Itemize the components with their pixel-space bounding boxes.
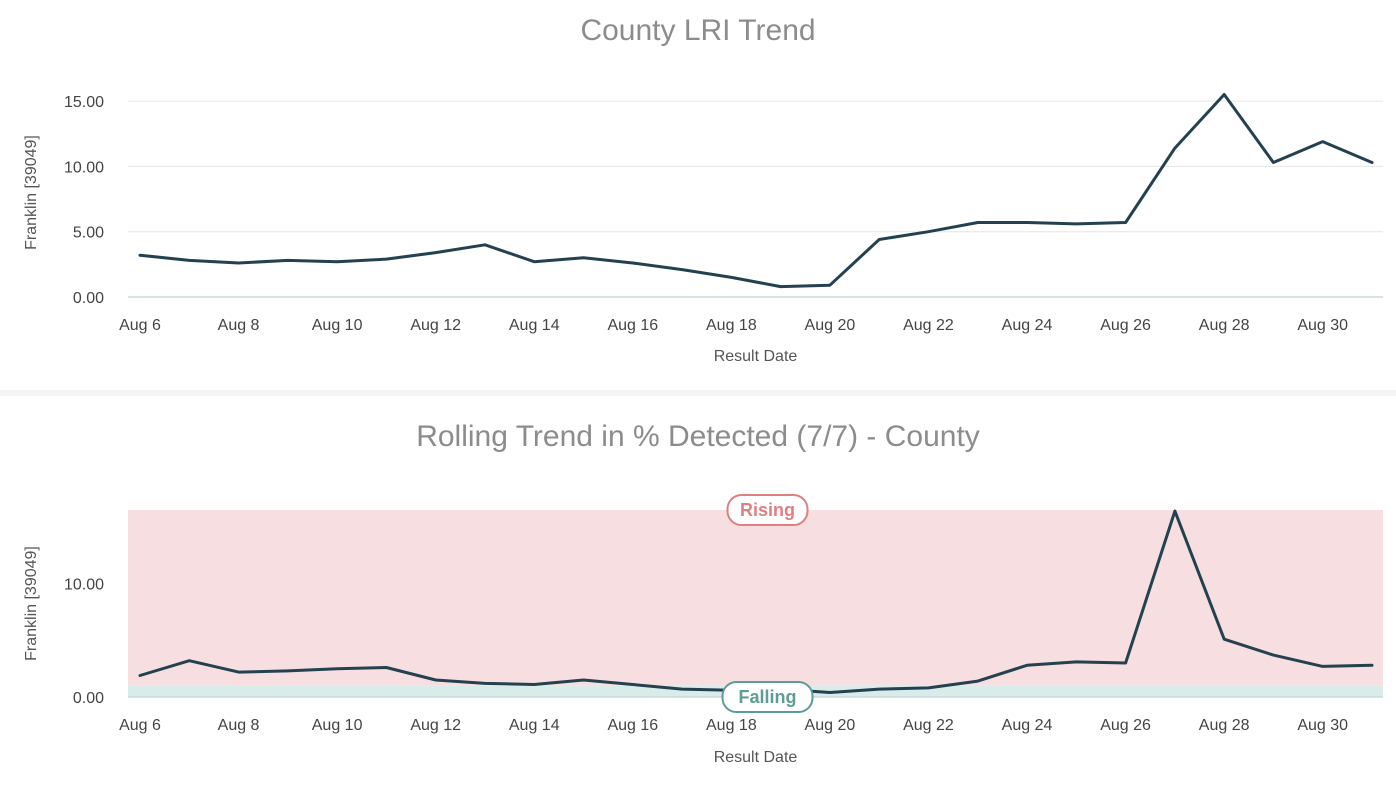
band-label-rising: Rising xyxy=(726,494,809,526)
x-tick-label: Aug 12 xyxy=(410,317,461,334)
x-tick-label: Aug 20 xyxy=(805,317,856,334)
x-axis-title: Result Date xyxy=(714,348,798,365)
y-tick-label: 5.00 xyxy=(73,225,104,242)
x-tick-label: Aug 26 xyxy=(1100,317,1151,334)
x-tick-label: Aug 28 xyxy=(1199,717,1250,734)
x-tick-label: Aug 22 xyxy=(903,717,954,734)
series-line xyxy=(138,93,1374,289)
x-tick-label: Aug 10 xyxy=(312,317,363,334)
x-tick-label: Aug 28 xyxy=(1199,317,1250,334)
x-tick-label: Aug 6 xyxy=(119,717,161,734)
x-tick-label: Aug 14 xyxy=(509,717,560,734)
y-tick-label: 10.00 xyxy=(64,577,104,594)
y-tick-label: 0.00 xyxy=(73,290,104,307)
x-axis-title: Result Date xyxy=(714,749,798,766)
x-tick-label: Aug 18 xyxy=(706,717,757,734)
y-tick-label: 0.00 xyxy=(73,690,104,707)
x-tick-label: Aug 8 xyxy=(218,317,260,334)
x-tick-label: Aug 18 xyxy=(706,317,757,334)
svg-text:Rising: Rising xyxy=(740,500,795,520)
rolling-trend-chart: 0.00 10.00 Aug 6 Aug 8 Aug 10 Aug 12 Aug 14 Aug… xyxy=(23,494,1383,766)
x-tick-label: Aug 8 xyxy=(218,717,260,734)
x-tick-label: Aug 30 xyxy=(1297,317,1348,334)
x-tick-label: Aug 30 xyxy=(1297,717,1348,734)
x-tick-label: Aug 16 xyxy=(607,317,658,334)
rolling-trend-panel: Rolling Trend in % Detected (7/7) - Coun… xyxy=(0,396,1396,792)
county-lri-trend-panel: County LRI Trend 0.00 5.00 10.00 15.00 Aug 6… xyxy=(0,0,1396,392)
x-tick-label: Aug 22 xyxy=(903,317,954,334)
band-label-falling: Falling xyxy=(721,681,814,713)
chart-title: County LRI Trend xyxy=(580,14,816,47)
x-tick-label: Aug 16 xyxy=(607,717,658,734)
chart-title: Rolling Trend in % Detected (7/7) - Coun… xyxy=(416,420,980,453)
x-tick-label: Aug 24 xyxy=(1002,317,1053,334)
x-tick-label: Aug 26 xyxy=(1100,717,1151,734)
panel-divider xyxy=(0,390,1396,398)
x-tick-label: Aug 10 xyxy=(312,717,363,734)
x-tick-label: Aug 12 xyxy=(410,717,461,734)
y-tick-label: 15.00 xyxy=(64,94,104,111)
y-axis-title: Franklin [39049] xyxy=(23,135,40,250)
x-tick-label: Aug 24 xyxy=(1002,717,1053,734)
band-rising xyxy=(128,510,1383,686)
x-tick-label: Aug 6 xyxy=(119,317,161,334)
x-tick-label: Aug 20 xyxy=(805,717,856,734)
y-tick-label: 10.00 xyxy=(64,159,104,176)
y-axis-title: Franklin [39049] xyxy=(23,546,40,661)
svg-text:Falling: Falling xyxy=(739,687,797,707)
x-tick-label: Aug 14 xyxy=(509,317,560,334)
county-lri-trend-chart: 0.00 5.00 10.00 15.00 Aug 6 Aug 8 Aug 10 Aug 12… xyxy=(23,93,1383,365)
